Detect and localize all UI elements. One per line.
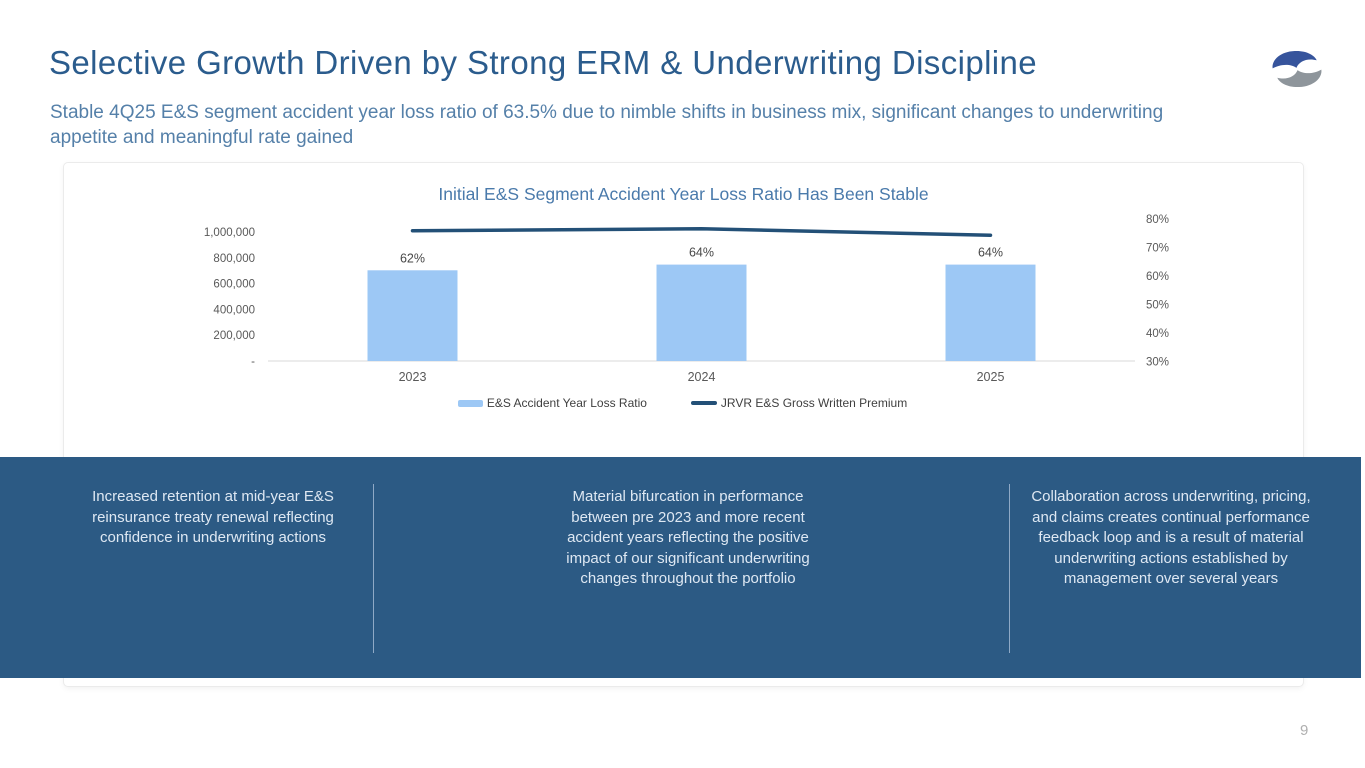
company-logo-icon: [1268, 46, 1326, 92]
slide-subtitle: Stable 4Q25 E&S segment accident year lo…: [50, 102, 1164, 148]
bar-value-label: 64%: [689, 246, 714, 260]
right-axis-tick: 60%: [1146, 271, 1169, 283]
left-axis-tick: 800,000: [213, 253, 255, 265]
left-axis-tick: -: [251, 356, 255, 368]
callout-divider: [373, 484, 374, 653]
logo-wave-bottom: [1277, 69, 1322, 88]
slide-title: Selective Growth Driven by Strong ERM & …: [49, 44, 1038, 81]
legend-label-loss-ratio: E&S Accident Year Loss Ratio: [486, 396, 647, 410]
callout-collaboration: Collaboration across underwriting, prici…: [1031, 488, 1311, 587]
right-axis-tick: 40%: [1146, 328, 1169, 340]
left-axis-tick: 200,000: [213, 330, 255, 342]
callout-bifurcation: Material bifurcation in performance betw…: [566, 488, 810, 587]
x-axis-label: 2024: [688, 370, 716, 384]
bar-2025: [945, 264, 1036, 361]
callout-divider: [1009, 484, 1010, 653]
left-axis-tick: 1,000,000: [204, 227, 255, 239]
chart-legend: E&S Accident Year Loss Ratio JRVR E&S Gr…: [63, 396, 1302, 410]
right-axis-tick: 70%: [1146, 243, 1169, 255]
legend-item-gwp: JRVR E&S Gross Written Premium: [690, 396, 908, 410]
bar-2024: [656, 264, 747, 361]
page-number: 9: [1300, 722, 1309, 739]
left-axis-tick: 600,000: [213, 279, 255, 291]
right-axis-tick: 80%: [1146, 214, 1169, 226]
bar-swatch-icon: [457, 399, 483, 407]
bar-2023: [367, 270, 458, 361]
logo-svg: [1272, 50, 1322, 88]
callout-retention: Increased retention at mid-year E&S rein…: [92, 488, 334, 546]
bar-value-label: 62%: [400, 251, 425, 265]
legend-item-loss-ratio: E&S Accident Year Loss Ratio: [457, 396, 647, 410]
gwp-line: [410, 227, 993, 237]
logo-wave-top: [1272, 50, 1317, 69]
right-axis-tick: 50%: [1146, 300, 1169, 312]
callout-band: Increased retention at mid-year E&S rein…: [0, 457, 1361, 678]
left-axis-tick: 400,000: [213, 304, 255, 316]
line-swatch-icon: [690, 401, 717, 405]
right-axis-tick: 30%: [1146, 357, 1169, 369]
chart-title: Initial E&S Segment Accident Year Loss R…: [438, 184, 929, 204]
x-axis-label: 2023: [399, 370, 427, 384]
x-axis-label: 2025: [977, 370, 1005, 384]
bar-value-label: 64%: [978, 246, 1003, 260]
loss-ratio-combo-chart: 1,000,000 800,000 600,000 400,000 200,000 - 80…: [204, 214, 1169, 384]
legend-label-gwp: JRVR E&S Gross Written Premium: [720, 396, 908, 410]
